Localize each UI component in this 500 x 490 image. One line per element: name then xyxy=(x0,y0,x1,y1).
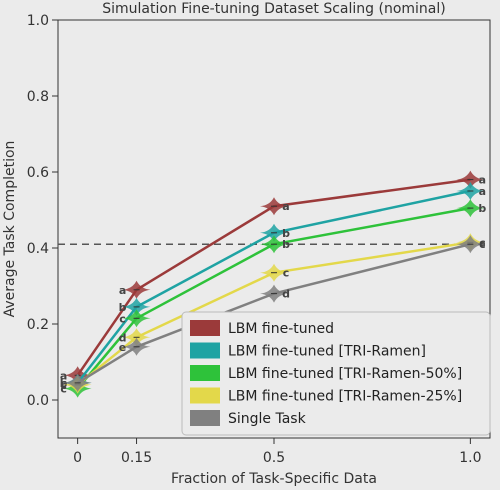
significance-letter: c xyxy=(283,267,290,280)
y-tick-label: 0.0 xyxy=(27,393,49,409)
significance-letter: c xyxy=(479,236,486,249)
significance-letter: b xyxy=(478,202,486,215)
legend-label: LBM fine-tuned xyxy=(228,321,334,337)
significance-letter: c xyxy=(119,312,126,325)
legend: LBM fine-tuned LBM fine-tuned [TRI-Ramen]… xyxy=(181,311,491,436)
significance-letter: d xyxy=(119,331,127,344)
significance-letter: a xyxy=(60,369,67,382)
legend-swatch xyxy=(190,365,220,381)
significance-letter: c xyxy=(479,238,486,251)
significance-letter: a xyxy=(282,200,289,213)
series-line xyxy=(76,206,471,390)
legend-swatch xyxy=(190,320,220,336)
y-tick-label: 0.4 xyxy=(27,241,49,257)
y-axis-label: Average Task Completion xyxy=(2,141,18,318)
legend-label: Single Task xyxy=(228,411,307,427)
y-tick-label: 0.6 xyxy=(27,165,49,181)
significance-letter: b xyxy=(282,227,290,240)
legend-swatch xyxy=(190,410,220,426)
axis-ticks: 0.0 0.2 0.4 0.6 0.8 1.0 0 0.15 0.5 1.0 xyxy=(27,13,482,466)
series-line xyxy=(76,189,471,384)
significance-letter: b xyxy=(60,377,68,390)
series-line xyxy=(76,241,471,386)
x-tick-label: 0.15 xyxy=(121,450,152,466)
y-tick-label: 0.8 xyxy=(27,89,49,105)
significance-letter: e xyxy=(119,341,126,354)
legend-box xyxy=(181,311,491,436)
significance-letter: a xyxy=(479,174,486,187)
significance-letter: a xyxy=(479,185,486,198)
chart-title: Simulation Fine-tuning Dataset Scaling (… xyxy=(102,1,445,17)
legend-label: LBM fine-tuned [TRI-Ramen-50%] xyxy=(228,366,462,382)
legend-label: LBM fine-tuned [TRI-Ramen-25%] xyxy=(228,389,462,405)
y-tick-label: 1.0 xyxy=(27,13,49,29)
series-line xyxy=(76,178,471,377)
legend-label: LBM fine-tuned [TRI-Ramen] xyxy=(228,344,426,360)
significance-letter: a xyxy=(119,284,126,297)
significance-letter: b xyxy=(282,238,290,251)
y-tick-label: 0.2 xyxy=(27,317,49,333)
significance-letter: c xyxy=(60,379,67,392)
significance-letter: d xyxy=(282,288,290,301)
significance-letter: b xyxy=(119,301,127,314)
x-axis-label: Fraction of Task-Specific Data xyxy=(171,471,377,487)
x-tick-label: 0 xyxy=(73,450,82,466)
significance-letter: c xyxy=(60,383,67,396)
legend-swatch xyxy=(190,387,220,404)
significance-letter: c xyxy=(60,377,67,390)
legend-swatch xyxy=(190,342,220,359)
x-tick-label: 1.0 xyxy=(459,450,481,466)
x-tick-label: 0.5 xyxy=(263,450,285,466)
